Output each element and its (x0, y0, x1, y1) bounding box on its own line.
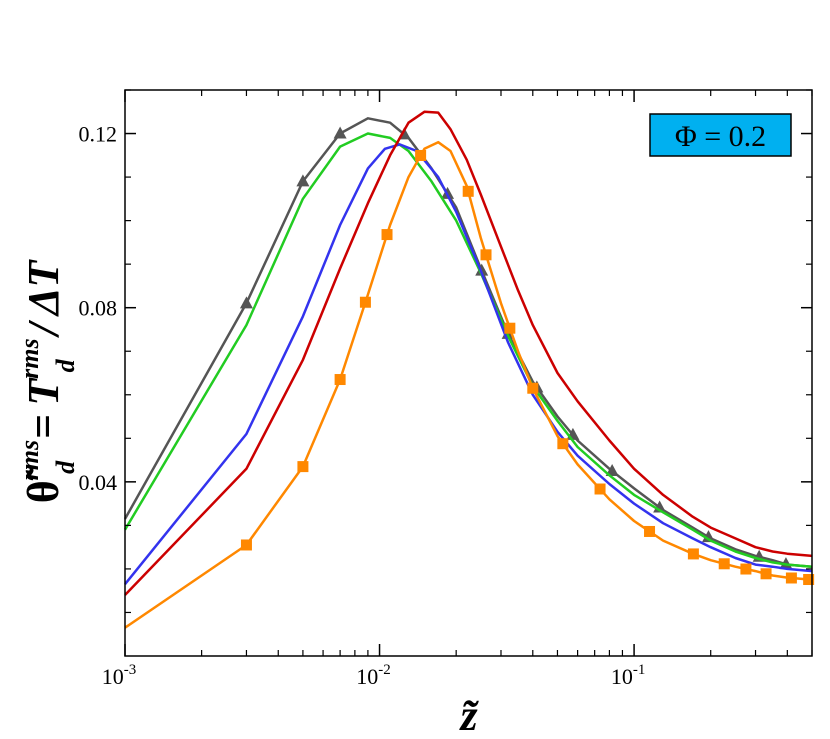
y-tick-label-1: 0.08 (79, 296, 118, 321)
data-point-gray-triangles-0 (239, 296, 253, 309)
x-tick-label-2: 10-1 (611, 662, 646, 689)
data-point-gray-triangles-11 (701, 530, 715, 543)
plot-frame (124, 89, 813, 657)
data-point-orange-squares-9 (527, 382, 539, 394)
series-line-orange-squares (124, 140, 813, 629)
data-point-orange-squares-18 (803, 574, 815, 586)
data-point-orange-squares-10 (557, 438, 569, 450)
series-line-gray-triangles (123, 117, 813, 568)
series-line-blue (124, 143, 813, 585)
data-point-gray-triangles-5 (475, 263, 489, 276)
data-point-orange-squares-3 (359, 296, 371, 308)
data-point-orange-squares-11 (594, 483, 606, 495)
series-layer (123, 110, 815, 629)
data-point-orange-squares-2 (334, 374, 346, 386)
data-point-orange-squares-8 (504, 322, 516, 334)
data-point-orange-squares-13 (687, 548, 699, 560)
data-point-orange-squares-15 (740, 563, 752, 575)
y-label-slash: / (19, 319, 68, 338)
y-label-theta-sub: d (51, 460, 80, 474)
phi-annotation: Φ = 0.2 (649, 113, 792, 157)
x-axis-label: z̃ (458, 691, 479, 739)
data-point-orange-squares-5 (415, 149, 427, 161)
y-label-t: T (19, 377, 68, 406)
data-point-orange-squares-1 (297, 461, 309, 473)
y-label-delta-t: ΔT (19, 259, 68, 318)
y-label-theta-sup: rms (15, 440, 44, 480)
data-point-orange-squares-0 (240, 539, 252, 551)
y-label-equals: = (19, 414, 68, 439)
series-red (124, 110, 813, 596)
y-label-t-sup: rms (15, 338, 44, 378)
data-point-orange-squares-7 (480, 249, 492, 261)
axes-layer: 0.04 0.08 0.12 10-3 10-2 10-1 (79, 89, 813, 689)
series-blue (124, 143, 813, 585)
series-orange-squares (124, 140, 815, 629)
series-line-green (123, 132, 813, 568)
data-point-orange-squares-4 (381, 229, 393, 241)
y-label-t-sub: d (51, 358, 80, 372)
y-tick-label-2: 0.12 (79, 122, 118, 147)
phi-annotation-box (649, 113, 792, 157)
data-point-gray-triangles-1 (296, 174, 310, 187)
x-tick-label-0: 10-3 (102, 662, 137, 689)
data-point-orange-squares-6 (462, 185, 474, 197)
data-point-gray-triangles-2 (333, 126, 347, 139)
x-tick-label-1: 10-2 (356, 662, 391, 689)
phi-annotation-text: Φ = 0.2 (675, 120, 766, 153)
y-tick-label-0: 0.04 (79, 470, 118, 495)
y-axis-label: θ̃rms d=Trms d/ΔT (15, 259, 80, 504)
data-point-orange-squares-16 (760, 568, 772, 580)
data-point-orange-squares-17 (785, 572, 797, 584)
data-point-orange-squares-14 (718, 558, 730, 570)
data-point-orange-squares-12 (644, 525, 656, 537)
data-point-gray-triangles-9 (605, 463, 619, 476)
series-line-red (124, 110, 813, 596)
series-green (123, 132, 813, 568)
